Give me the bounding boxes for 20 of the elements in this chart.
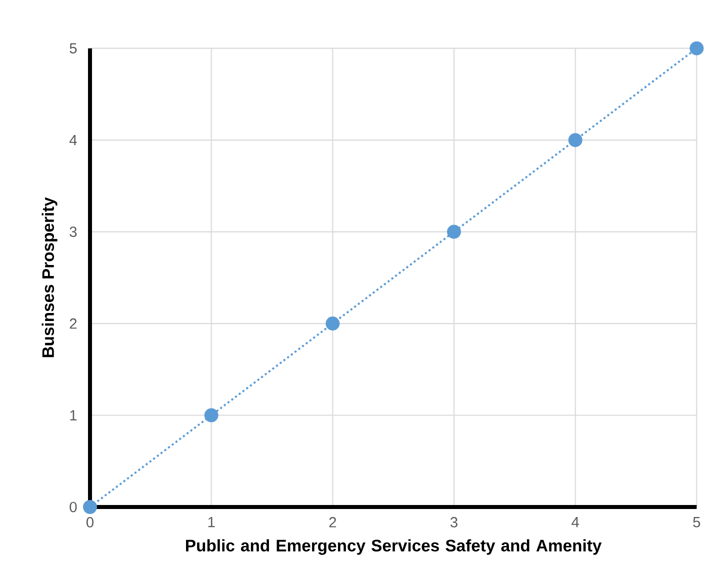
point [204,408,218,422]
x-tick-label: 2 [329,517,336,528]
y-axis-title: Businses Prosperity [42,197,58,358]
point [690,41,704,56]
x-tick-label: 3 [450,517,458,528]
y-tick-label: 3 [70,226,77,237]
x-tick-label: 1 [208,517,215,528]
y-tick-label: 5 [70,43,77,54]
point [326,316,340,331]
point [447,224,461,239]
y-tick-label: 0 [70,502,77,512]
x-tick-label: 4 [572,517,579,528]
y-tick-label: 1 [70,410,77,420]
point [83,500,97,514]
x-tick-label: 0 [86,517,94,528]
y-tick-label: 4 [69,135,77,146]
point [568,133,582,148]
y-tick-label: 2 [70,318,77,329]
x-axis-title: Public and Emergency Services Safety and Amenity [186,539,602,555]
x-tick-label: 5 [693,517,700,528]
